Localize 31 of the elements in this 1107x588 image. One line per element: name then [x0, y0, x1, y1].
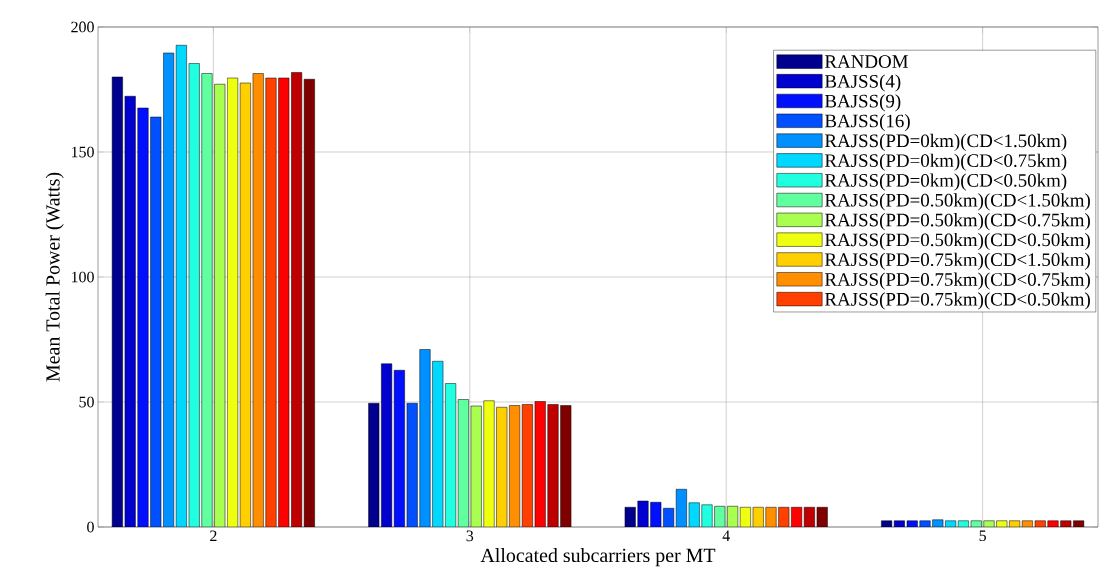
bar	[419, 349, 431, 527]
y-tick-label: 50	[79, 396, 94, 408]
legend-label: RAJSS(PD=0.75km)(CD<1.50km)	[824, 252, 1090, 270]
y-tick-label: 200	[71, 21, 94, 33]
bar	[701, 504, 713, 527]
legend-label: RAJSS(PD=0.50km)(CD<0.50km)	[824, 232, 1090, 251]
legend-label: RAJSS(PD=0.50km)(CD<0.75km)	[824, 213, 1090, 231]
legend-label: RAJSS(PD=0km)(CD<0.75km)	[824, 153, 1067, 171]
legend-label: BAJSS(16)	[824, 114, 910, 132]
y-tick-label: 150	[71, 146, 94, 158]
bar	[265, 77, 277, 527]
bar	[547, 404, 559, 527]
legend-label: BAJSS(9)	[824, 94, 901, 112]
y-tick-label: 0	[87, 521, 94, 533]
legend-label: BAJSS(4)	[824, 74, 901, 92]
legend-label: RAJSS(PD=0.75km)(CD<0.75km)	[824, 272, 1090, 290]
bar	[137, 107, 149, 527]
legend-label: RAJSS(PD=0.75km)(CD<0.50km)	[824, 292, 1090, 310]
legend-label: RAJSS(PD=0km)(CD<0.50km)	[824, 173, 1067, 191]
bar	[483, 400, 495, 527]
x-tick-label: 2	[210, 530, 217, 542]
y-axis-title: Mean Total Power (Watts)	[45, 172, 64, 382]
x-tick-label: 4	[722, 530, 730, 542]
legend-label: RANDOM	[824, 55, 908, 68]
x-tick-label: 3	[466, 530, 474, 542]
x-axis-title: Allocated subcarriers per MT	[480, 548, 716, 567]
x-tick-label: 5	[979, 530, 986, 542]
legend-label: RAJSS(PD=0.50km)(CD<1.50km)	[824, 193, 1090, 211]
legend-label: RAJSS(PD=0km)(CD<1.50km)	[824, 133, 1067, 152]
bar	[201, 73, 213, 527]
y-tick-label: 100	[71, 271, 94, 283]
